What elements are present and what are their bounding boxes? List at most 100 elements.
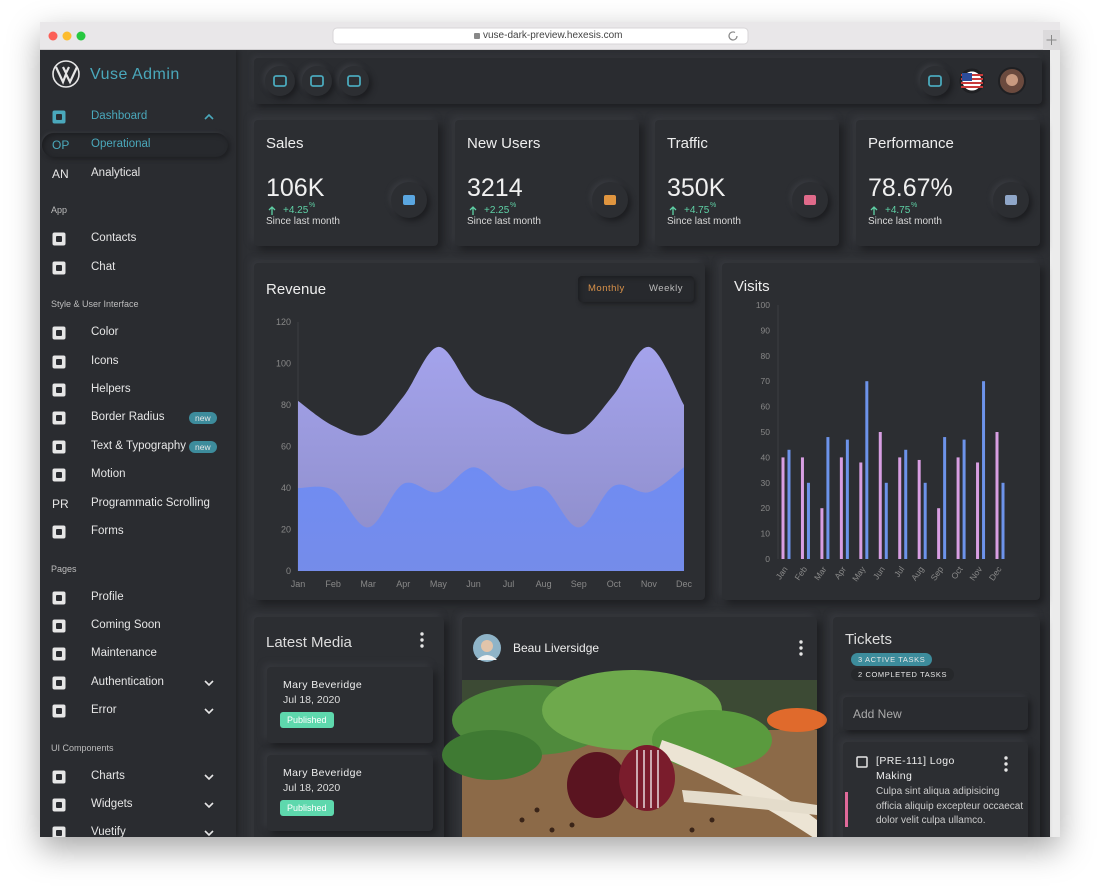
arrow-shape <box>268 206 276 215</box>
reload-icon[interactable] <box>728 31 738 41</box>
toolbar-button[interactable] <box>920 66 950 96</box>
bar <box>884 482 888 559</box>
brand-logo <box>52 60 80 88</box>
toolbar-button[interactable] <box>302 66 332 96</box>
task-filter[interactable]: 2 COMPLETED TASKS <box>851 668 955 681</box>
icon-shape <box>310 75 324 87</box>
toggle-option[interactable]: Weekly <box>649 283 683 294</box>
onion <box>619 745 675 811</box>
toolbar-button[interactable] <box>265 66 295 96</box>
bar <box>917 459 921 559</box>
bar <box>859 462 863 559</box>
section-heading: Style & User Interface <box>51 299 139 310</box>
icon-detail <box>56 708 62 715</box>
stat-title: Performance <box>868 135 954 152</box>
item-icon <box>52 798 66 812</box>
nav-item[interactable]: Maintenance <box>91 647 157 660</box>
add-new-input[interactable]: Add New <box>843 697 1028 730</box>
y-tick-label: 80 <box>761 351 771 361</box>
nav-item[interactable]: Chat <box>91 260 116 273</box>
priority-bar <box>845 792 848 827</box>
browser-chrome: vuse-dark-preview.hexesis.com <box>40 22 1060 50</box>
more-menu[interactable] <box>419 632 425 648</box>
y-tick-label: 50 <box>761 427 771 437</box>
nav-item[interactable]: Contacts <box>91 232 137 245</box>
nav-item[interactable]: Border Radius <box>91 411 165 424</box>
icon-detail <box>56 802 62 808</box>
arrow-shape <box>469 206 477 215</box>
item-icon <box>52 232 66 246</box>
glyph-shape <box>1005 195 1017 205</box>
zoom-button[interactable] <box>76 31 86 41</box>
x-tick-label: Aug <box>536 579 552 589</box>
address-bar[interactable] <box>332 27 749 45</box>
nav-item[interactable]: Dashboard <box>91 110 148 122</box>
post-author: Beau Liversidge <box>513 641 600 655</box>
bar <box>800 457 804 559</box>
menu-dot <box>420 644 424 648</box>
nav-item[interactable]: Forms <box>91 525 124 537</box>
icon-detail <box>56 773 62 780</box>
more-menu[interactable] <box>1003 756 1009 772</box>
more-menu[interactable] <box>798 640 804 656</box>
icon-detail <box>56 830 62 837</box>
avatar-face <box>1006 74 1018 86</box>
toolbar-button[interactable] <box>339 66 369 96</box>
item-icon <box>52 591 66 604</box>
nav-item[interactable]: Profile <box>91 590 124 603</box>
stat-change: +4.75 <box>885 205 911 216</box>
item-icon <box>52 770 66 784</box>
icon-detail <box>56 358 62 365</box>
chevron-shape <box>204 802 214 809</box>
nav-item[interactable]: Operational <box>91 138 151 151</box>
minimize-button[interactable] <box>62 31 72 41</box>
task-filter[interactable]: 3 ACTIVE TASKS <box>851 653 933 666</box>
area <box>298 467 684 571</box>
x-tick-label: Mar <box>812 564 829 582</box>
item-icon <box>52 826 66 837</box>
peppercorn <box>709 817 715 823</box>
nav-item[interactable]: Color <box>91 326 119 339</box>
nav-item[interactable]: Helpers <box>91 383 131 395</box>
nav-item[interactable]: Programmatic Scrolling <box>91 496 210 509</box>
nav-item[interactable]: Coming Soon <box>91 618 161 631</box>
nav-item[interactable]: Error <box>91 704 117 717</box>
y-tick-label: 100 <box>756 300 770 310</box>
parsnip <box>657 740 817 837</box>
nav-item[interactable]: Motion <box>91 468 126 481</box>
section-heading: App <box>51 205 68 216</box>
peppercorn <box>689 827 695 833</box>
nav-item[interactable]: Analytical <box>91 166 141 179</box>
ticket: [PRE-111] Logo Making Culpa sint aliqua a… <box>843 742 1028 837</box>
y-tick-label: 20 <box>281 525 291 535</box>
nav-item[interactable]: Vuetify <box>91 826 126 837</box>
toggle-option[interactable]: Monthly <box>588 283 625 294</box>
icon-detail <box>56 387 62 393</box>
x-tick-label: May <box>430 579 448 589</box>
nav-item[interactable]: Icons <box>91 354 119 367</box>
stat-icon <box>993 182 1029 218</box>
nav-item[interactable]: Authentication <box>91 675 164 688</box>
media-name: Mary Beveridge <box>283 767 363 779</box>
bar <box>943 437 947 559</box>
nav-item[interactable]: Charts <box>91 769 125 782</box>
item-abbr: AN <box>52 166 69 181</box>
nav-item[interactable]: Widgets <box>91 798 133 810</box>
item-icon <box>52 355 66 369</box>
browser-window: vuse-dark-preview.hexesis.com Vuse Admin… <box>40 22 1060 837</box>
stat-card: Traffic 350K +4.75% Since last month <box>655 120 839 246</box>
bar <box>878 432 882 559</box>
badge: new <box>189 440 217 453</box>
bar <box>1001 482 1005 559</box>
nav-item[interactable]: Text & Typography <box>91 439 187 452</box>
toolbar-icon <box>347 75 361 87</box>
app: Vuse Admin Dashboard OP Operational AN Analyt… <box>40 50 1060 837</box>
toolbar-icon <box>928 75 942 87</box>
chevron-shape <box>204 774 214 780</box>
peppercorn <box>519 817 525 823</box>
badge: new <box>189 412 217 425</box>
x-tick-label: Oct <box>949 564 965 581</box>
close-button[interactable] <box>48 31 58 41</box>
status-badge: Published <box>280 712 334 728</box>
stat-icon <box>792 182 828 218</box>
